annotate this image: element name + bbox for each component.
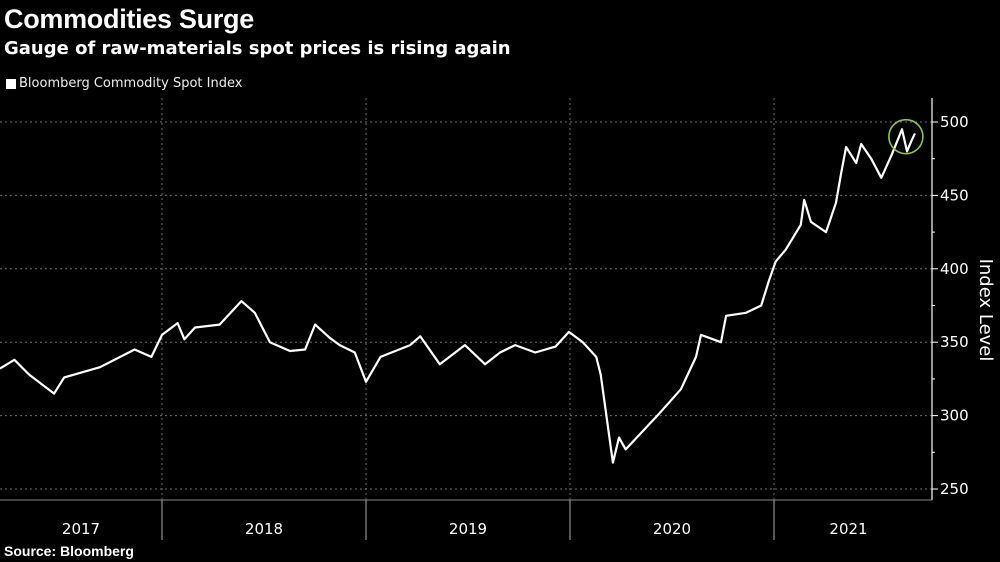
data-point — [409, 344, 411, 346]
data-point — [63, 376, 65, 379]
data-point — [720, 341, 722, 343]
data-point — [870, 158, 872, 160]
x-tick-label: 2018 — [245, 520, 283, 538]
data-point — [911, 139, 913, 141]
data-point — [768, 279, 770, 282]
data-point — [640, 432, 642, 434]
legend: Bloomberg Commodity Spot Index — [6, 76, 242, 91]
legend-swatch — [6, 78, 16, 89]
data-point — [269, 341, 271, 343]
data-point — [99, 366, 101, 368]
data-point — [194, 326, 196, 329]
data-point — [660, 410, 663, 412]
data-point — [365, 381, 367, 383]
highlight-circle — [888, 118, 924, 155]
source-note: Source: Bloomberg — [4, 543, 134, 559]
data-point — [760, 304, 762, 307]
chart-title: Commodities Surge — [4, 4, 254, 34]
data-point — [906, 150, 908, 152]
chart-subtitle: Gauge of raw-materials spot prices is ri… — [4, 38, 511, 59]
data-point — [514, 344, 516, 346]
y-tick-label: 250 — [940, 480, 969, 498]
data-point — [161, 334, 163, 336]
x-tick-label: 2021 — [829, 520, 867, 538]
data-point — [725, 315, 727, 317]
x-tick-label: 2017 — [62, 520, 100, 538]
data-point — [612, 461, 614, 464]
data-point — [600, 373, 602, 376]
y-tick-label: 500 — [940, 113, 969, 131]
data-point — [534, 351, 536, 354]
data-point — [289, 350, 291, 352]
data-point — [240, 300, 242, 302]
data-point — [891, 153, 893, 155]
data-point — [618, 437, 620, 439]
data-point — [840, 172, 842, 174]
data-point — [700, 334, 702, 336]
data-point — [499, 351, 501, 354]
y-axis-label: Index Level — [975, 259, 996, 362]
data-point — [800, 224, 802, 226]
data-point — [464, 344, 466, 346]
data-point — [855, 162, 857, 164]
data-point — [28, 373, 30, 376]
data-point — [625, 448, 627, 450]
y-tick-label: 400 — [940, 260, 969, 278]
data-point — [582, 341, 584, 343]
data-point — [860, 143, 862, 145]
data-point — [0, 368, 1, 370]
data-point — [329, 337, 331, 339]
y-tick-label: 350 — [940, 333, 969, 351]
data-point — [439, 363, 441, 365]
y-tick-label: 300 — [940, 407, 969, 425]
data-point — [825, 231, 827, 233]
data-point — [339, 344, 341, 346]
data-point — [218, 323, 221, 326]
data-point — [53, 392, 55, 395]
legend-label: Bloomberg Commodity Spot Index — [19, 76, 243, 91]
data-point — [745, 312, 747, 314]
data-point — [810, 221, 812, 223]
data-point — [150, 356, 152, 358]
data-point — [775, 260, 777, 263]
data-point — [304, 348, 306, 351]
data-point — [484, 363, 486, 365]
data-point — [901, 128, 903, 130]
data-point — [254, 312, 256, 314]
x-tick-label: 2019 — [449, 520, 487, 538]
data-point — [695, 356, 697, 358]
data-point — [803, 199, 805, 201]
data-point — [835, 202, 837, 204]
data-point — [785, 249, 787, 251]
data-point — [183, 338, 185, 340]
x-tick-label: 2020 — [653, 520, 691, 538]
data-point — [379, 356, 382, 358]
y-tick-label: 450 — [940, 186, 969, 204]
data-point — [595, 356, 597, 358]
data-point — [554, 346, 557, 348]
data-point — [568, 331, 570, 333]
data-point — [314, 323, 316, 326]
data-point — [845, 146, 847, 148]
data-point — [880, 177, 882, 179]
series-line — [0, 128, 916, 464]
data-point — [354, 351, 356, 354]
data-point — [419, 335, 421, 337]
data-point — [13, 359, 16, 361]
data-point — [680, 388, 682, 390]
data-point — [134, 348, 136, 351]
data-point — [177, 322, 179, 324]
data-point — [914, 133, 916, 135]
